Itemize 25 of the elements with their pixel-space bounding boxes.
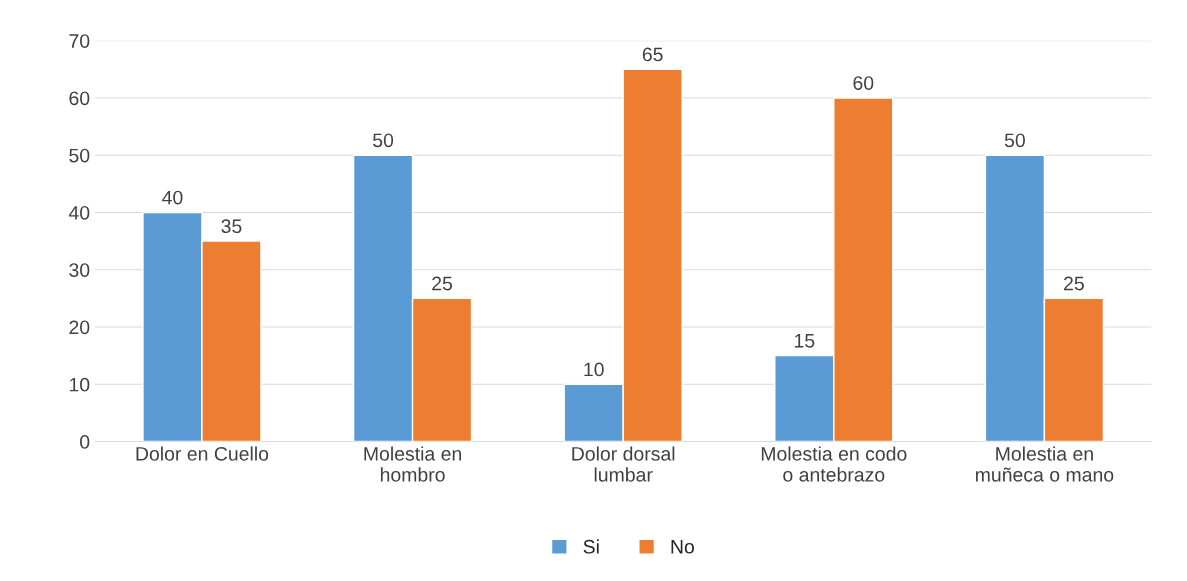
y-tick-label: 20: [69, 320, 90, 335]
data-label: 50: [1004, 133, 1025, 148]
data-label: 35: [221, 219, 242, 234]
y-tick-label: 40: [68, 205, 90, 220]
y-tick-label: 10: [69, 377, 90, 392]
x-tick-label: Molestia en hombro: [364, 446, 462, 482]
x-tick-label: Molestia en muñeca o mano: [975, 446, 1114, 482]
y-tick-label: 0: [80, 435, 90, 449]
x-tick-label: Dolor en Cuello: [136, 446, 269, 461]
x-tick-label: Molestia en codo o antebrazo: [761, 446, 907, 482]
y-tick-label: 50: [69, 148, 90, 163]
data-label: 15: [794, 334, 815, 348]
legend-label: No: [671, 540, 694, 554]
data-label: 25: [432, 276, 453, 291]
x-tick-label: Dolor dorsal lumbar: [572, 446, 675, 482]
data-label: 65: [642, 47, 663, 62]
y-tick-label: 70: [69, 34, 90, 48]
y-tick-label: 60: [69, 91, 90, 106]
data-label: 60: [853, 76, 874, 90]
data-label: 25: [1064, 276, 1084, 291]
data-label: 10: [584, 362, 604, 377]
data-label: 40: [162, 190, 183, 205]
y-tick-label: 30: [69, 263, 90, 277]
data-label: 50: [373, 133, 394, 148]
legend-label: Si: [583, 539, 599, 554]
